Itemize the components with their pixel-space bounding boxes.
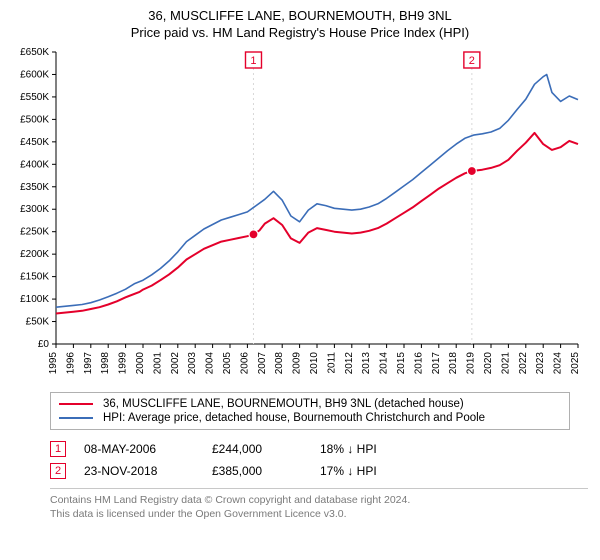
footer-line2: This data is licensed under the Open Gov… [50,507,588,521]
svg-text:2010: 2010 [309,352,320,375]
svg-text:2017: 2017 [431,352,442,375]
svg-text:2012: 2012 [344,352,355,375]
svg-text:1999: 1999 [118,352,129,375]
svg-text:£550K: £550K [20,92,49,103]
title-sub: Price paid vs. HM Land Registry's House … [12,25,588,40]
chart: £0 £50K £100K £150K £200K £250K £300K £350K £400… [12,46,588,386]
sale-marker: 2 [50,463,66,479]
svg-text:2022: 2022 [518,352,529,375]
svg-text:2020: 2020 [483,352,494,375]
svg-text:2021: 2021 [500,352,511,375]
svg-text:2005: 2005 [222,352,233,375]
svg-text:£350K: £350K [20,182,49,193]
sale-row: 2 23-NOV-2018 £385,000 17% ↓ HPI [50,460,588,482]
svg-text:2000: 2000 [135,352,146,375]
sale-price: £385,000 [212,464,302,478]
svg-text:2015: 2015 [396,352,407,375]
legend-row: HPI: Average price, detached house, Bour… [59,411,561,425]
svg-text:2007: 2007 [257,352,268,375]
sale-date: 08-MAY-2006 [84,442,194,456]
svg-text:£650K: £650K [20,47,49,58]
footer-line1: Contains HM Land Registry data © Crown c… [50,493,588,507]
svg-text:2023: 2023 [535,352,546,375]
svg-text:£300K: £300K [20,204,49,215]
svg-text:2009: 2009 [292,352,303,375]
svg-text:£200K: £200K [20,249,49,260]
sale-diff: 18% ↓ HPI [320,442,410,456]
footer: Contains HM Land Registry data © Crown c… [50,488,588,521]
svg-text:£150K: £150K [20,272,49,283]
sale-price: £244,000 [212,442,302,456]
svg-text:2001: 2001 [152,352,163,375]
svg-text:£50K: £50K [26,317,50,328]
svg-text:£100K: £100K [20,294,49,305]
chart-svg: £0 £50K £100K £150K £200K £250K £300K £350K £400… [12,46,588,386]
legend-label: HPI: Average price, detached house, Bour… [103,412,485,424]
svg-text:2018: 2018 [448,352,459,375]
svg-text:2003: 2003 [187,352,198,375]
legend-swatch [59,417,93,419]
svg-text:2004: 2004 [205,352,216,375]
sale-marker: 1 [50,441,66,457]
sale-date: 23-NOV-2018 [84,464,194,478]
svg-text:£600K: £600K [20,69,49,80]
svg-text:2014: 2014 [379,352,390,375]
title-block: 36, MUSCLIFFE LANE, BOURNEMOUTH, BH9 3NL… [12,6,588,46]
svg-text:£250K: £250K [20,227,49,238]
svg-text:£450K: £450K [20,137,49,148]
legend-swatch [59,403,93,405]
legend-label: 36, MUSCLIFFE LANE, BOURNEMOUTH, BH9 3NL… [103,398,464,410]
svg-text:2008: 2008 [274,352,285,375]
svg-text:1996: 1996 [65,352,76,375]
svg-text:1998: 1998 [100,352,111,375]
svg-text:£0: £0 [38,339,50,350]
legend: 36, MUSCLIFFE LANE, BOURNEMOUTH, BH9 3NL… [50,392,570,430]
svg-text:2: 2 [469,55,475,67]
svg-text:2019: 2019 [466,352,477,375]
svg-text:2006: 2006 [239,352,250,375]
svg-text:1997: 1997 [83,352,94,375]
svg-text:£400K: £400K [20,159,49,170]
sale-row: 1 08-MAY-2006 £244,000 18% ↓ HPI [50,438,588,460]
svg-text:2025: 2025 [570,352,581,375]
svg-text:1: 1 [250,55,256,67]
svg-text:2011: 2011 [326,352,337,374]
svg-text:2016: 2016 [413,352,424,375]
sales-table: 1 08-MAY-2006 £244,000 18% ↓ HPI 2 23-NOV-201… [50,438,588,482]
svg-text:2024: 2024 [553,352,564,375]
svg-text:£500K: £500K [20,114,49,125]
svg-text:2013: 2013 [361,352,372,375]
legend-row: 36, MUSCLIFFE LANE, BOURNEMOUTH, BH9 3NL… [59,397,561,411]
sale-diff: 17% ↓ HPI [320,464,410,478]
svg-text:2002: 2002 [170,352,181,375]
title-main: 36, MUSCLIFFE LANE, BOURNEMOUTH, BH9 3NL [12,8,588,23]
svg-text:1995: 1995 [48,352,59,375]
